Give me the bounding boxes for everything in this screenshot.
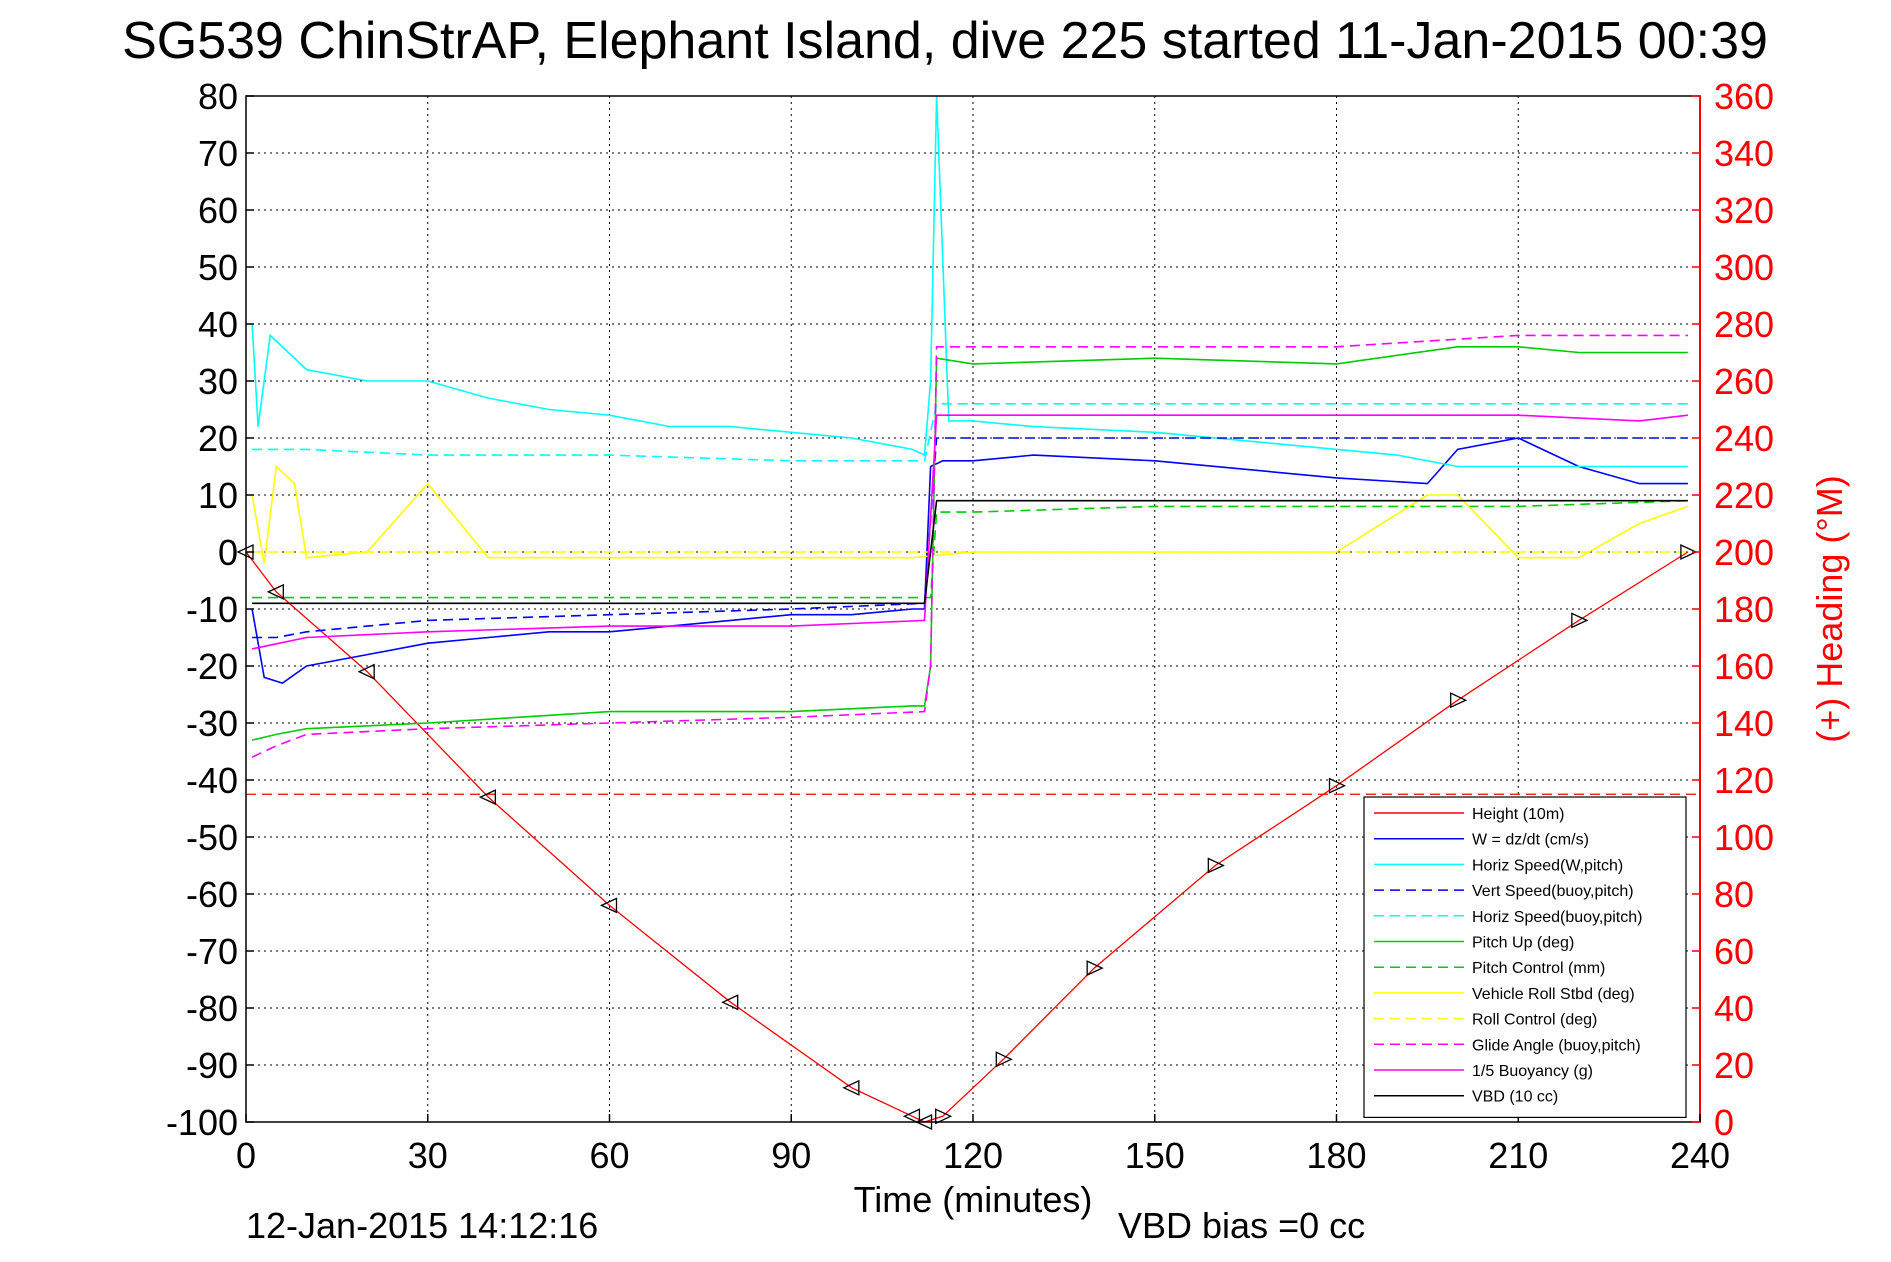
y-tick-label: -90 (186, 1045, 238, 1086)
y2-tick-label: 160 (1714, 646, 1774, 687)
depth-marker (599, 897, 618, 914)
chart-title: SG539 ChinStrAP, Elephant Island, dive 2… (122, 12, 1768, 70)
x-tick-label: 30 (408, 1135, 448, 1176)
legend-entry: Roll Control (deg) (1472, 1012, 1597, 1029)
legend-entry: Horiz Speed(W,pitch) (1472, 857, 1623, 874)
y-tick-label: -10 (186, 589, 238, 630)
y-axis-ticks: 80 70 60 50 40 30 20 10 0 -10 -20 -30 -40 -50 -60 -70 -8… (166, 76, 254, 1143)
y-tick-label: 20 (198, 418, 238, 459)
y-tick-label: 30 (198, 361, 238, 402)
depth-marker (995, 1051, 1013, 1068)
y-tick-label: 60 (198, 190, 238, 231)
legend-box (1363, 796, 1687, 1118)
y2-tick-label: 320 (1714, 190, 1774, 231)
series-line-5 (251, 345, 1688, 741)
x-tick-label: 150 (1125, 1135, 1185, 1176)
y2-axis-label: (+) Heading (°M) (1809, 475, 1850, 742)
y2-tick-label: 0 (1714, 1102, 1734, 1143)
x-tick-label: 180 (1306, 1135, 1366, 1176)
y2-tick-label: 200 (1714, 532, 1774, 573)
y2-tick-label: 40 (1714, 988, 1754, 1029)
legend-entry: Pitch Control (mm) (1472, 960, 1605, 977)
series-line-9 (251, 334, 1688, 758)
y-tick-label: 40 (198, 304, 238, 345)
y-tick-label: -20 (186, 646, 238, 687)
y2-tick-label: 180 (1714, 589, 1774, 630)
legend-entry: Glide Angle (buoy,pitch) (1472, 1037, 1641, 1054)
series-line-4 (252, 402, 1688, 462)
series-line-1 (251, 437, 1688, 684)
y2-tick-label: 260 (1714, 361, 1774, 402)
y2-axis-ticks: 3603403203002802602402202001801601401201… (1692, 76, 1774, 1143)
x-tick-label: 240 (1670, 1135, 1730, 1176)
depth-marker (1328, 777, 1347, 794)
y-tick-label: -40 (186, 760, 238, 801)
y-tick-label: -70 (186, 931, 238, 972)
y2-tick-label: 60 (1714, 931, 1754, 972)
y2-tick-label: 340 (1714, 133, 1774, 174)
y2-tick-label: 280 (1714, 304, 1774, 345)
y-tick-label: -60 (186, 874, 238, 915)
legend-entry: VBD (10 cc) (1472, 1089, 1558, 1106)
footer-timestamp: 12-Jan-2015 14:12:16 (246, 1205, 598, 1246)
y-tick-label: 10 (198, 475, 238, 516)
depth-marker (1207, 857, 1225, 874)
depth-marker (1086, 960, 1104, 977)
x-tick-label: 120 (943, 1135, 1003, 1176)
legend-entry: 1/5 Buoyancy (g) (1472, 1063, 1593, 1080)
depth-marker (357, 663, 375, 680)
y2-tick-label: 240 (1714, 418, 1774, 459)
x-tick-label: 90 (771, 1135, 811, 1176)
y2-tick-label: 20 (1714, 1045, 1754, 1086)
depth-marker (1450, 692, 1468, 709)
y2-tick-label: 360 (1714, 76, 1774, 117)
y-tick-label: 50 (198, 247, 238, 288)
depth-marker (935, 1108, 953, 1125)
y2-tick-label: 220 (1714, 475, 1774, 516)
depth-marker (478, 789, 496, 806)
series-line-3 (252, 437, 1688, 639)
series-lines (245, 95, 1689, 1123)
legend-entry: Horiz Speed(buoy,pitch) (1472, 909, 1642, 926)
y2-tick-label: 300 (1714, 247, 1774, 288)
y2-tick-label: 120 (1714, 760, 1774, 801)
series-line-10 (251, 414, 1688, 650)
depth-marker (266, 583, 284, 600)
y2-tick-label: 80 (1714, 874, 1754, 915)
y-tick-label: 70 (198, 133, 238, 174)
y-tick-label: -80 (186, 988, 238, 1029)
y-tick-label: 80 (198, 76, 238, 117)
depth-marker (1571, 612, 1589, 629)
depth-marker (842, 1079, 860, 1096)
legend-entry: W = dz/dt (cm/s) (1472, 832, 1589, 849)
depth-marker (902, 1108, 921, 1125)
y-tick-label: 0 (218, 532, 238, 573)
series-line-11 (252, 499, 1688, 605)
footer-vbd-bias: VBD bias =0 cc (1118, 1205, 1365, 1246)
depth-marker (1680, 543, 1698, 561)
y-tick-label: -30 (186, 703, 238, 744)
x-axis-ticks: 0 30 60 90 120 150 180 210 240 (236, 1114, 1730, 1176)
y2-tick-label: 140 (1714, 703, 1774, 744)
legend: Height (10m) W = dz/dt (cm/s) Horiz Speed(… (1363, 796, 1687, 1118)
y-tick-label: -50 (186, 817, 238, 858)
y-tick-label: -100 (166, 1102, 238, 1143)
legend-entry: Vert Speed(buoy,pitch) (1472, 883, 1634, 900)
x-tick-label: 0 (236, 1135, 256, 1176)
x-axis-label: Time (minutes) (854, 1179, 1093, 1220)
series-line-7 (251, 464, 1689, 564)
x-tick-label: 60 (589, 1135, 629, 1176)
series-line-2 (251, 95, 1688, 468)
y2-tick-label: 100 (1714, 817, 1774, 858)
legend-entry: Pitch Up (deg) (1472, 935, 1574, 952)
series-line-6 (252, 499, 1688, 599)
x-tick-label: 210 (1488, 1135, 1548, 1176)
legend-entry: Vehicle Roll Stbd (deg) (1472, 986, 1635, 1003)
legend-entry: Height (10m) (1472, 806, 1564, 823)
depth-marker (721, 994, 739, 1011)
